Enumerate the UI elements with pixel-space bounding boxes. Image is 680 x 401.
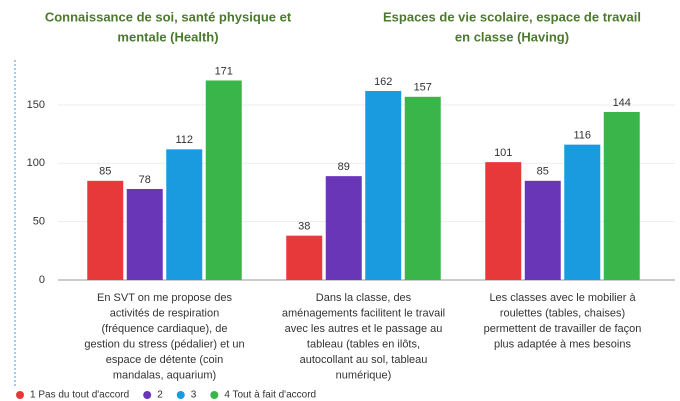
legend-marker	[176, 391, 185, 399]
heading: Espaces de vie scolaire, espace de trava…	[383, 9, 641, 24]
bar	[205, 80, 242, 280]
value-label: 162	[374, 76, 392, 88]
x-tick-label: numérique)	[336, 369, 392, 381]
value-label: 38	[298, 221, 310, 233]
legend-marker	[143, 391, 152, 399]
value-label: 112	[175, 134, 193, 146]
legend-label: 2	[157, 390, 163, 401]
x-tick-label: (fréquence cardiaque), de	[102, 323, 228, 335]
value-label: 85	[537, 166, 549, 178]
y-tick-label: 150	[27, 99, 45, 111]
heading: mentale (Health)	[117, 29, 218, 44]
value-label: 101	[494, 147, 512, 159]
x-tick-label: gestion du stress (pédalier) et un	[84, 338, 244, 350]
bar	[286, 235, 323, 280]
legend-label: 3	[191, 390, 197, 401]
bar	[87, 180, 124, 280]
x-tick-label: mandalas, aquarium)	[113, 369, 216, 381]
bar	[564, 144, 601, 280]
x-tick-label: activités de respiration	[110, 307, 219, 319]
x-tick-label: plus adaptée à mes besoins	[494, 338, 631, 350]
x-tick-label: Les classes avec le mobilier à	[489, 292, 636, 304]
legend-label: 1 Pas du tout d'accord	[30, 390, 129, 401]
value-label: 171	[215, 65, 233, 77]
x-tick-label: tableau (tables en ilôts,	[307, 338, 420, 350]
bar	[404, 96, 441, 280]
heading: en classe (Having)	[455, 29, 569, 44]
bar	[126, 188, 163, 280]
legend-marker	[210, 391, 219, 399]
x-tick-label: espace de détente (coin	[106, 354, 223, 366]
value-label: 157	[414, 82, 432, 94]
value-label: 116	[573, 130, 591, 142]
legend-marker	[16, 391, 24, 399]
value-label: 85	[99, 166, 111, 178]
value-label: 78	[139, 174, 151, 186]
heading: Connaissance de soi, santé physique et	[45, 9, 292, 24]
x-tick-label: permettent de travailler de façon	[484, 323, 642, 335]
x-tick-label: aménagements facilitent le travail	[282, 307, 445, 319]
value-label: 89	[338, 161, 350, 173]
x-tick-label: Dans la classe, des	[316, 292, 412, 304]
x-tick-label: roulettes (tables, chaises)	[500, 307, 625, 319]
bar	[365, 90, 402, 280]
y-tick-label: 50	[33, 216, 45, 228]
x-tick-label: autocollant au sol, tableau	[300, 354, 428, 366]
bar	[166, 149, 203, 280]
legend-label: 4 Tout à fait d'accord	[224, 390, 316, 401]
bar	[603, 111, 640, 281]
x-tick-label: avec les autres et le passage au	[285, 323, 443, 335]
bar	[485, 162, 522, 280]
y-tick-label: 0	[39, 274, 45, 286]
bar	[325, 176, 362, 280]
y-tick-label: 100	[27, 157, 45, 169]
value-label: 144	[613, 97, 631, 109]
x-tick-label: En SVT on me propose des	[97, 292, 232, 304]
bar	[524, 180, 561, 280]
